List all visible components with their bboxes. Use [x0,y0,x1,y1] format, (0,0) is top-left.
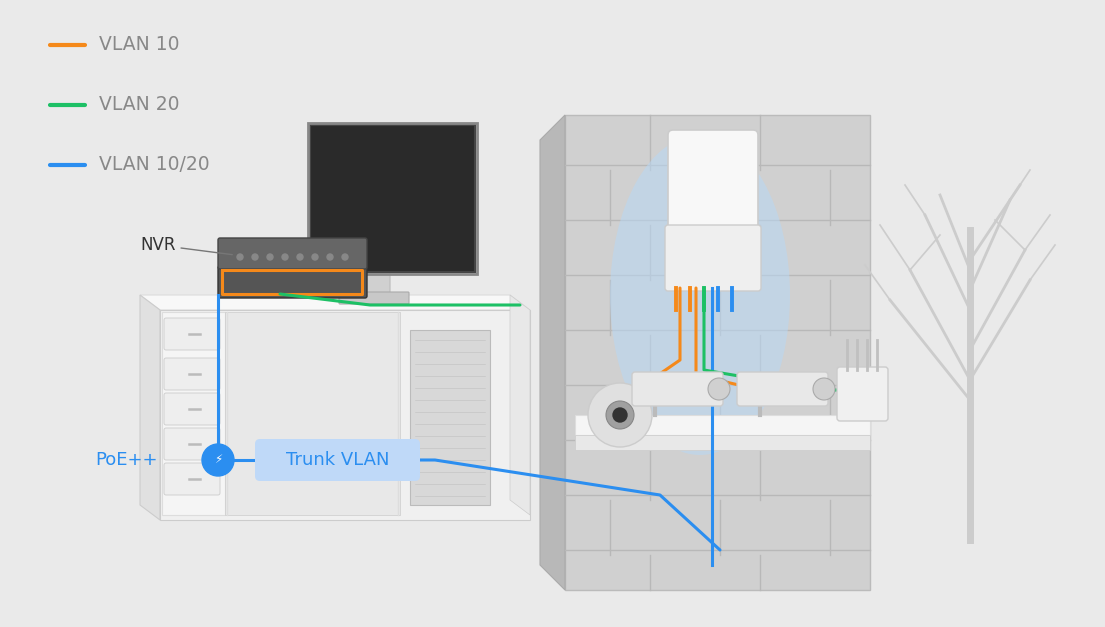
Polygon shape [540,115,565,590]
Circle shape [708,378,730,400]
FancyBboxPatch shape [665,225,761,291]
FancyBboxPatch shape [339,292,409,304]
FancyBboxPatch shape [255,439,420,481]
Text: VLAN 10/20: VLAN 10/20 [99,155,210,174]
Polygon shape [410,330,490,505]
FancyBboxPatch shape [836,367,888,421]
FancyBboxPatch shape [218,238,367,269]
Circle shape [606,401,634,429]
Ellipse shape [610,135,790,455]
Text: VLAN 10: VLAN 10 [99,36,179,55]
Circle shape [252,254,257,260]
Polygon shape [575,435,870,450]
Polygon shape [225,312,400,515]
FancyBboxPatch shape [164,463,220,495]
FancyBboxPatch shape [164,358,220,390]
FancyBboxPatch shape [164,393,220,425]
Polygon shape [511,295,530,515]
Circle shape [297,254,303,260]
Circle shape [813,378,835,400]
Circle shape [343,254,348,260]
FancyBboxPatch shape [632,372,723,406]
Circle shape [236,254,243,260]
Text: PoE++: PoE++ [95,451,158,469]
FancyBboxPatch shape [737,372,828,406]
Polygon shape [162,312,225,515]
Text: Trunk VLAN: Trunk VLAN [286,451,389,469]
Polygon shape [575,415,870,435]
FancyBboxPatch shape [669,130,758,235]
FancyBboxPatch shape [218,266,367,298]
Text: VLAN 20: VLAN 20 [99,95,179,115]
FancyBboxPatch shape [164,428,220,460]
Circle shape [588,383,652,447]
Polygon shape [565,115,870,590]
Circle shape [613,408,627,422]
Polygon shape [140,295,160,520]
Polygon shape [140,295,530,310]
Circle shape [267,254,273,260]
Text: NVR: NVR [140,236,232,255]
Text: ⚡: ⚡ [214,453,222,466]
Circle shape [312,254,318,260]
Circle shape [327,254,333,260]
FancyBboxPatch shape [164,318,220,350]
Polygon shape [160,310,530,520]
Circle shape [202,444,234,476]
FancyBboxPatch shape [356,268,390,300]
Circle shape [282,254,288,260]
Polygon shape [311,125,475,272]
